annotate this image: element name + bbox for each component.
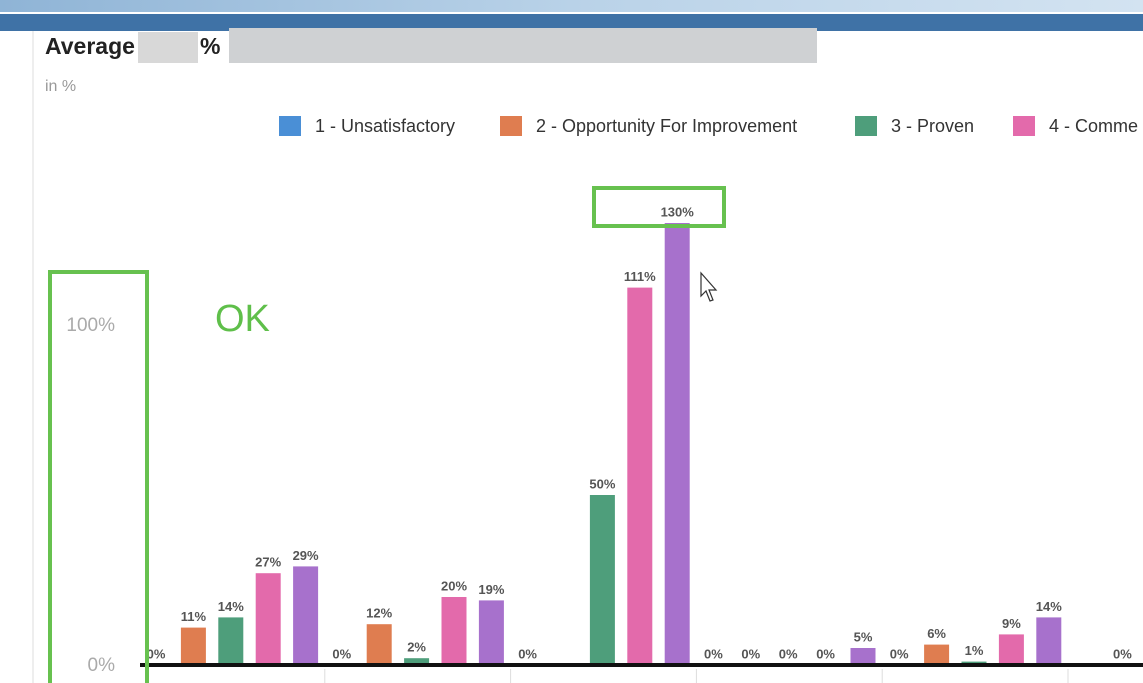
bar [441, 597, 467, 665]
bar [293, 566, 319, 665]
bar [218, 617, 244, 665]
data-label: 5% [854, 629, 873, 644]
legend-label: 2 - Opportunity For Improvement [536, 116, 797, 136]
chart-title-suffix: % [200, 33, 220, 59]
bar [924, 644, 950, 665]
data-label: 130% [661, 204, 695, 219]
legend-label: 1 - Unsatisfactory [315, 116, 455, 136]
data-label: 0% [704, 646, 723, 661]
data-label: 6% [927, 626, 946, 641]
data-label: 0% [1113, 646, 1132, 661]
data-label: 11% [181, 609, 207, 624]
top-band [0, 0, 1143, 12]
legend-swatch [855, 116, 877, 136]
data-label: 19% [478, 582, 504, 597]
bar [404, 658, 430, 665]
bar [664, 223, 690, 665]
legend-label: 3 - Proven [891, 116, 974, 136]
data-label: 0% [147, 646, 166, 661]
highlight-box [48, 270, 149, 683]
data-label: 0% [518, 646, 537, 661]
data-label: 12% [366, 606, 392, 621]
data-label: 0% [816, 646, 835, 661]
data-label: 1% [965, 643, 984, 658]
data-label: 111% [624, 269, 656, 284]
legend-swatch [500, 116, 522, 136]
data-label: 20% [441, 578, 467, 593]
bar [850, 648, 876, 665]
data-label: 0% [332, 646, 351, 661]
bar [998, 634, 1024, 665]
bar [180, 627, 206, 665]
mouse-cursor [700, 271, 718, 302]
data-label: 9% [1002, 616, 1021, 631]
plot-area: 0% 100% 1 - Unsatisfactory 2 - Opportunity … [66, 116, 1143, 683]
legend-swatch [1013, 116, 1035, 136]
blurred-text [229, 28, 817, 63]
bar [255, 573, 281, 665]
data-label: 27% [255, 555, 281, 570]
data-label: 14% [218, 599, 244, 614]
chart-title: Average [45, 33, 135, 59]
bar [478, 600, 504, 665]
data-label: 0% [779, 646, 798, 661]
blurred-text [138, 32, 198, 63]
bar [589, 495, 615, 665]
data-label: 0% [741, 646, 760, 661]
data-label: 0% [890, 646, 909, 661]
data-label: 2% [407, 640, 426, 655]
data-label: 14% [1036, 599, 1062, 614]
bar [366, 624, 392, 665]
highlight-box [592, 186, 726, 228]
bar [1036, 617, 1062, 665]
legend-label: 4 - Comme [1049, 116, 1138, 136]
y-tick-label: 0% [88, 655, 116, 676]
data-label: 50% [589, 476, 615, 491]
y-tick-label: 100% [66, 315, 115, 336]
chart-subtitle: in % [45, 78, 76, 95]
data-label: 29% [293, 548, 319, 563]
bar [627, 287, 653, 665]
annotation-text: OK [215, 298, 270, 340]
header-bar [0, 14, 1143, 31]
legend-swatch [279, 116, 301, 136]
